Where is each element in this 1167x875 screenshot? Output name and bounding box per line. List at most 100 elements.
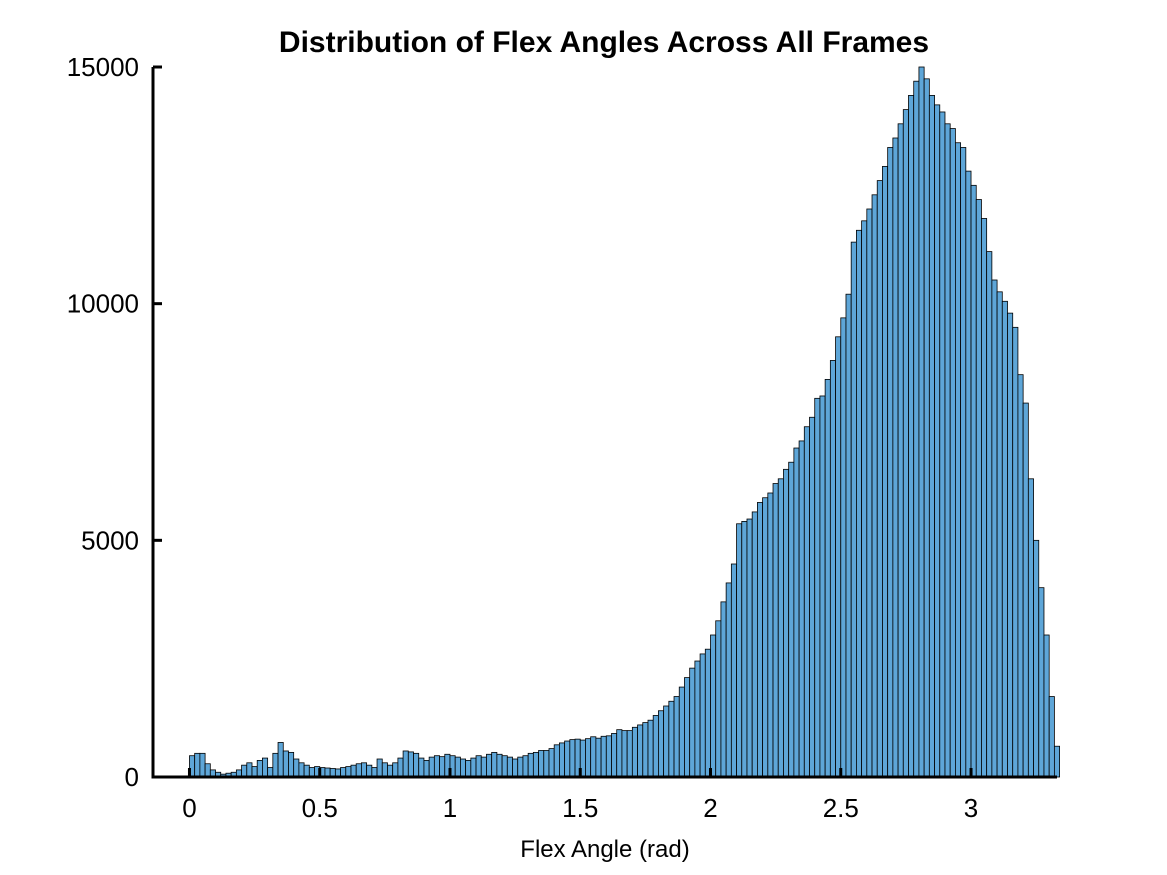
histogram-bar — [824, 378, 831, 778]
histogram-bar — [553, 744, 560, 778]
histogram-bar — [616, 729, 623, 778]
histogram-bar — [600, 735, 607, 778]
histogram-bar — [626, 730, 633, 778]
histogram-bar — [522, 755, 529, 778]
histogram-bar — [866, 208, 873, 778]
histogram-bar — [392, 762, 399, 778]
x-tick-label: 0.5 — [302, 793, 338, 823]
histogram-bar — [892, 137, 899, 778]
histogram-bar — [387, 764, 394, 778]
histogram-bar — [986, 251, 993, 778]
histogram-bar — [366, 764, 373, 778]
histogram-bar — [684, 677, 691, 778]
histogram-bar — [934, 104, 941, 778]
histogram-bar — [762, 497, 769, 778]
histogram-bar — [829, 360, 836, 778]
histogram-bar — [741, 521, 748, 778]
histogram-bar — [381, 762, 388, 778]
histogram-bar — [355, 763, 362, 778]
histogram-bar — [803, 426, 810, 778]
histogram-bar — [527, 752, 534, 778]
histogram-bar — [204, 763, 211, 778]
histogram-bar — [1017, 374, 1024, 778]
chart-title: Distribution of Flex Angles Across All F… — [279, 26, 929, 59]
histogram-bar — [397, 757, 404, 778]
histogram-bar — [678, 686, 685, 778]
histogram-bar — [1053, 745, 1061, 778]
histogram-bar — [887, 147, 894, 778]
histogram-bar — [694, 660, 701, 778]
histogram-bar — [460, 758, 467, 778]
histogram-bar — [809, 416, 816, 778]
histogram-bar — [861, 220, 868, 778]
histogram-bar — [902, 109, 909, 778]
histogram-bar — [543, 750, 550, 778]
histogram-bar — [772, 483, 779, 778]
x-tick-label: 1.5 — [562, 793, 598, 823]
histogram-bar — [939, 111, 946, 778]
x-tick-label: 2.5 — [823, 793, 859, 823]
histogram-bar — [949, 128, 956, 778]
histogram-bar — [965, 170, 972, 778]
y-tick-label: 15000 — [67, 52, 139, 82]
histogram-bar — [897, 123, 904, 778]
histogram-bar — [418, 757, 425, 778]
histogram-bar — [595, 737, 602, 778]
histogram-bar — [621, 730, 628, 778]
histogram-bar — [303, 764, 310, 778]
histogram-bar — [637, 724, 644, 778]
histogram-bar — [918, 66, 925, 778]
histogram-bar — [975, 199, 982, 778]
histogram-bar — [501, 755, 508, 778]
histogram-bar — [746, 518, 753, 778]
histogram-bar — [783, 468, 790, 778]
x-tick-label: 1 — [443, 793, 457, 823]
histogram-bar — [433, 755, 440, 778]
y-tick-label: 5000 — [81, 525, 139, 555]
histogram-bar — [569, 739, 576, 778]
histogram-bar — [647, 719, 654, 778]
histogram-bar — [1022, 402, 1029, 778]
histogram-bar — [611, 733, 618, 778]
histogram-bar — [282, 750, 289, 778]
histogram-bar — [423, 760, 430, 778]
axes-group: 0 0.5 1 1.5 2 2.5 3 0 5000 10000 15000 — [67, 52, 1057, 823]
histogram-bar — [652, 715, 659, 778]
histogram-bar — [470, 757, 477, 778]
histogram-bar — [241, 764, 248, 778]
x-tick-label: 2 — [703, 793, 717, 823]
histogram-bar — [673, 696, 680, 778]
histogram-bar — [996, 291, 1003, 778]
histogram-bar — [871, 194, 878, 778]
histogram-bar — [960, 147, 967, 778]
histogram-bar — [757, 502, 764, 778]
histogram-bar — [777, 478, 784, 778]
histogram-bar — [486, 753, 493, 778]
histogram-bar — [532, 751, 539, 778]
histogram-bar — [1012, 326, 1019, 778]
histogram-bar — [991, 279, 998, 778]
histogram-bar — [710, 634, 717, 778]
histogram-bar — [361, 762, 368, 778]
histogram-bar — [908, 95, 915, 778]
histogram-bar — [194, 752, 201, 778]
histogram-bar — [246, 762, 253, 778]
histogram-bar — [913, 80, 920, 778]
histogram-bar — [751, 511, 758, 778]
histogram-bar — [845, 293, 852, 778]
histogram-bar — [538, 750, 545, 778]
histogram-bar — [730, 563, 737, 778]
histogram-bar — [704, 648, 711, 778]
histogram-bar — [798, 440, 805, 778]
histogram-bar — [720, 601, 727, 778]
y-tick-label: 0 — [125, 762, 139, 792]
histogram-bar — [835, 336, 842, 778]
histogram-bar — [491, 751, 498, 778]
histogram-bar — [1038, 587, 1045, 778]
histogram-bar — [465, 760, 472, 778]
histogram-bar — [1001, 300, 1008, 778]
histogram-bar — [517, 756, 524, 778]
histogram-bar — [605, 735, 612, 778]
histogram-bar — [345, 766, 352, 778]
histogram-bar — [251, 766, 258, 778]
